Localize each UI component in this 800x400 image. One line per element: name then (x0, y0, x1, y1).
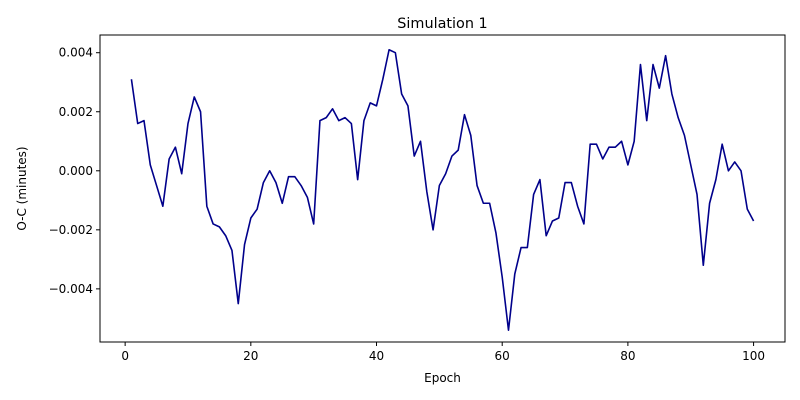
plot-frame (99, 34, 786, 343)
x-tick-label: 0 (121, 349, 129, 363)
y-ticks: −0.004 −0.002 0.000 0.002 0.004 (49, 46, 100, 296)
chart-title: Simulation 1 (397, 16, 487, 32)
y-tick-label: 0.002 (59, 105, 93, 119)
x-tick-label: 40 (369, 349, 384, 363)
x-tick-label: 100 (742, 349, 765, 363)
y-tick-label: −0.004 (49, 282, 93, 296)
plot-background (100, 35, 785, 342)
y-axis-label: O-C (minutes) (15, 146, 29, 230)
series-line (130, 48, 755, 331)
y-tick-label: 0.004 (59, 46, 93, 60)
y-tick-label: −0.002 (49, 223, 93, 237)
x-tick-label: 60 (495, 349, 510, 363)
y-tick-label: 0.000 (59, 164, 93, 178)
x-tick-label: 20 (243, 349, 258, 363)
x-axis-label: Epoch (424, 371, 461, 385)
x-ticks: 0 20 40 60 80 100 (121, 342, 765, 363)
x-tick-label: 80 (620, 349, 635, 363)
